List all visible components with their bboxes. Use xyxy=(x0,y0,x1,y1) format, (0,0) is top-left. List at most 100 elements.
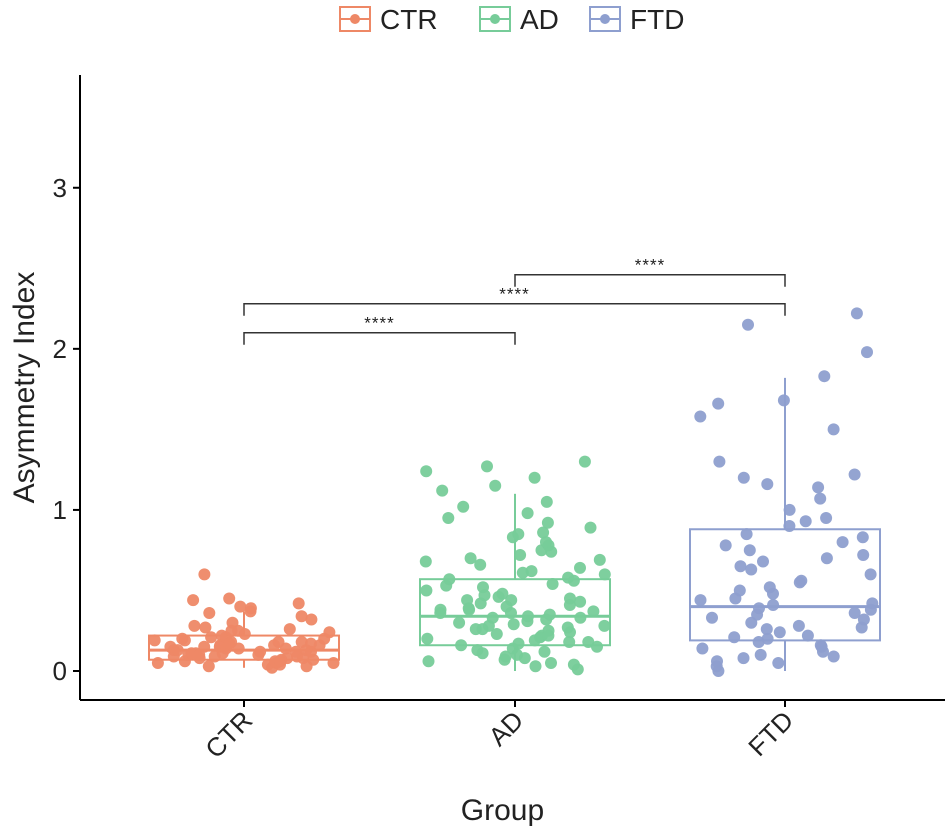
data-point xyxy=(318,632,331,645)
legend-item-ftd: FTD xyxy=(589,4,684,35)
y-tick-label: 3 xyxy=(53,173,67,203)
data-point xyxy=(205,631,218,644)
significance-label: **** xyxy=(635,256,665,275)
data-point xyxy=(453,616,466,629)
data-point xyxy=(745,563,758,576)
data-point xyxy=(457,500,470,513)
data-point xyxy=(542,629,555,642)
significance-label: **** xyxy=(364,314,394,333)
legend-label: CTR xyxy=(380,4,438,35)
significance-bracket: **** xyxy=(243,285,786,316)
data-point xyxy=(478,589,491,602)
data-point xyxy=(507,618,520,631)
data-point xyxy=(728,631,741,644)
y-tick-label: 0 xyxy=(53,656,67,686)
series-ftd xyxy=(689,307,881,677)
significance-bracket: **** xyxy=(243,314,516,345)
data-point xyxy=(856,531,869,544)
legend-item-ctr: CTR xyxy=(339,4,438,35)
data-point xyxy=(193,648,206,661)
data-point xyxy=(857,549,870,561)
data-point xyxy=(442,512,455,524)
data-point xyxy=(455,639,468,652)
data-point xyxy=(737,471,750,484)
data-point xyxy=(777,394,790,407)
data-point xyxy=(587,605,600,618)
x-tick-label: CTR xyxy=(199,705,258,764)
data-point xyxy=(546,578,559,590)
data-point xyxy=(198,568,211,581)
data-point xyxy=(537,526,550,539)
data-point xyxy=(713,455,726,468)
data-point xyxy=(434,603,447,616)
data-point xyxy=(543,608,556,621)
x-axis-title: Group xyxy=(461,794,544,827)
data-point xyxy=(420,465,433,478)
legend-item-ad: AD xyxy=(479,4,559,35)
data-point xyxy=(757,555,769,568)
data-point xyxy=(234,600,247,613)
data-point xyxy=(304,637,317,650)
data-point xyxy=(540,536,552,549)
data-point xyxy=(696,642,709,655)
data-point xyxy=(814,639,827,652)
y-tick-label: 2 xyxy=(53,334,67,364)
y-axis-title-group: Asymmetry Index xyxy=(8,272,41,504)
data-point xyxy=(848,468,861,481)
data-point xyxy=(486,611,499,624)
legend-key-point xyxy=(350,14,360,24)
data-point xyxy=(578,455,591,468)
bracket-line xyxy=(514,273,786,287)
data-point xyxy=(582,636,595,648)
data-point xyxy=(420,584,433,597)
significance-label: **** xyxy=(499,285,529,304)
data-point xyxy=(814,492,827,505)
data-point xyxy=(694,410,707,423)
data-point xyxy=(514,549,527,561)
data-point xyxy=(474,558,487,571)
y-tick-label: 1 xyxy=(53,495,67,525)
data-point xyxy=(783,520,796,532)
data-point xyxy=(498,653,511,666)
data-point xyxy=(176,632,189,645)
data-point xyxy=(496,587,509,600)
x-tick-label: AD xyxy=(482,705,529,752)
data-point xyxy=(512,528,525,541)
data-point xyxy=(268,639,281,652)
data-point xyxy=(850,307,863,320)
significance-bracket: **** xyxy=(514,256,786,287)
data-point xyxy=(541,516,554,529)
data-point xyxy=(223,637,236,650)
data-point xyxy=(712,397,725,410)
plot-area: 0 1 2 3 CTR AD FTD **** **** **** xyxy=(53,75,945,764)
data-point xyxy=(199,621,212,634)
legend-label: FTD xyxy=(630,4,684,35)
box xyxy=(689,528,881,642)
data-point xyxy=(489,479,502,492)
data-point xyxy=(564,592,576,605)
bracket-line xyxy=(243,331,516,345)
data-point xyxy=(463,603,476,616)
data-point xyxy=(274,658,286,671)
data-point xyxy=(300,660,313,673)
data-point xyxy=(545,545,558,558)
data-point xyxy=(734,560,747,573)
data-point xyxy=(151,657,164,669)
data-point xyxy=(761,478,774,491)
data-point xyxy=(540,495,553,508)
data-point xyxy=(740,528,753,541)
data-point xyxy=(861,346,873,359)
data-point xyxy=(187,594,200,607)
legend: CTR AD FTD xyxy=(339,4,684,35)
data-point xyxy=(327,657,340,669)
data-point xyxy=(512,637,525,650)
legend-key-point xyxy=(490,14,500,24)
data-point xyxy=(522,610,534,623)
data-point xyxy=(148,634,161,647)
data-point xyxy=(836,536,849,549)
data-point xyxy=(711,655,723,668)
data-point xyxy=(761,632,774,645)
bracket-line xyxy=(243,302,786,316)
legend-label: AD xyxy=(520,4,559,35)
data-point xyxy=(295,636,308,648)
